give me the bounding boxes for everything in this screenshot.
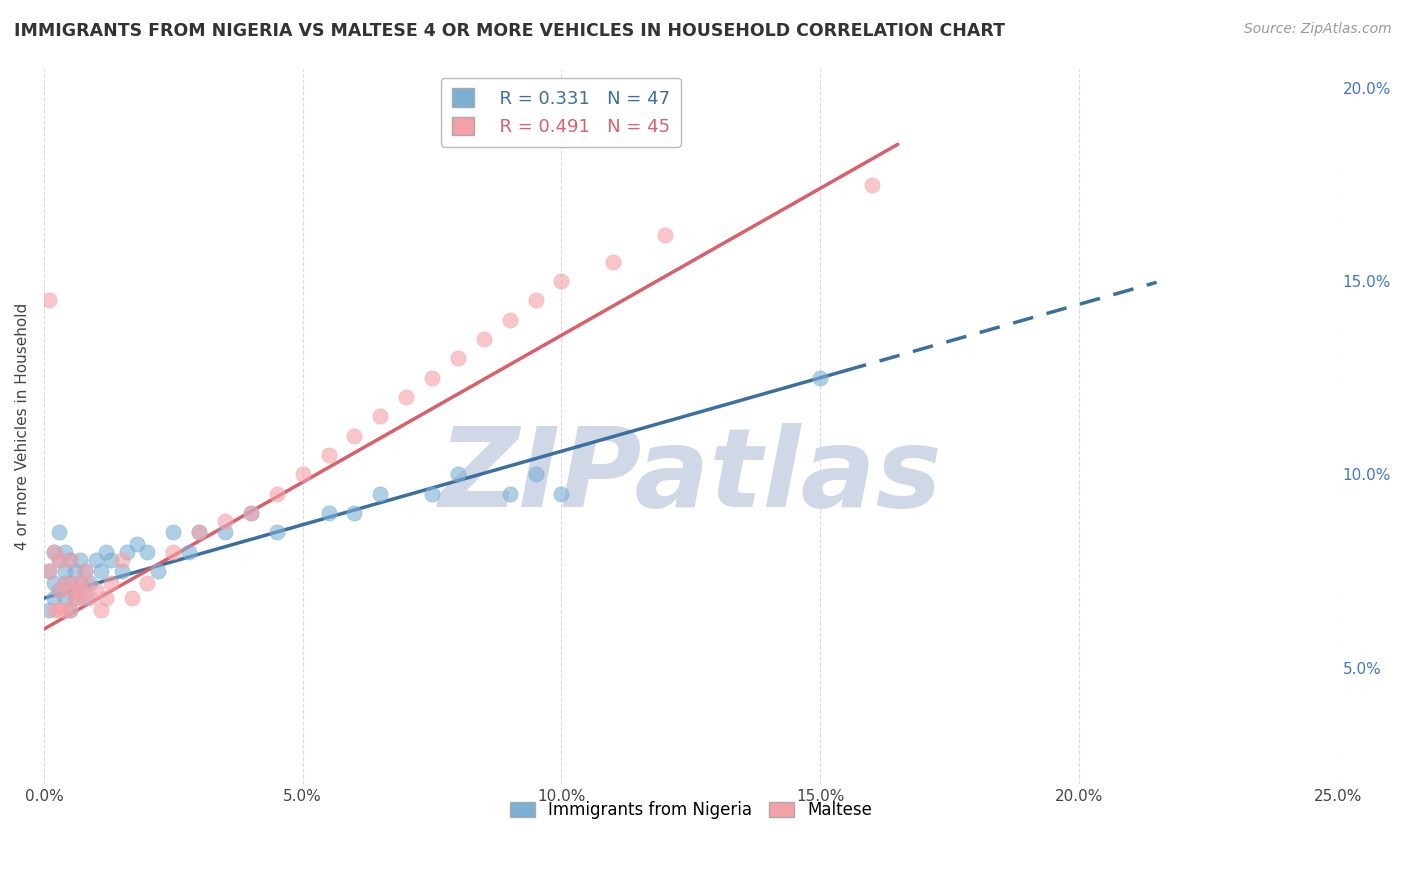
Point <box>343 506 366 520</box>
Text: IMMIGRANTS FROM NIGERIA VS MALTESE 4 OR MORE VEHICLES IN HOUSEHOLD CORRELATION C: IMMIGRANTS FROM NIGERIA VS MALTESE 4 OR … <box>14 22 1005 40</box>
Point <box>84 583 107 598</box>
Point <box>550 487 572 501</box>
Point <box>69 552 91 566</box>
Point <box>602 255 624 269</box>
Point <box>59 603 82 617</box>
Point <box>75 564 97 578</box>
Point <box>75 564 97 578</box>
Point <box>53 591 76 606</box>
Point <box>59 575 82 590</box>
Text: Source: ZipAtlas.com: Source: ZipAtlas.com <box>1244 22 1392 37</box>
Point <box>318 448 340 462</box>
Point <box>69 575 91 590</box>
Point <box>121 591 143 606</box>
Point <box>214 514 236 528</box>
Point <box>79 591 101 606</box>
Point <box>59 552 82 566</box>
Point <box>53 575 76 590</box>
Point <box>654 227 676 242</box>
Point <box>44 575 66 590</box>
Point <box>188 525 211 540</box>
Point <box>53 603 76 617</box>
Point <box>447 351 470 366</box>
Point <box>90 603 112 617</box>
Point <box>53 545 76 559</box>
Point <box>420 487 443 501</box>
Point <box>53 575 76 590</box>
Point <box>499 487 522 501</box>
Point <box>343 429 366 443</box>
Point <box>136 545 159 559</box>
Point <box>162 545 184 559</box>
Point <box>472 332 495 346</box>
Point <box>146 564 169 578</box>
Point <box>100 575 122 590</box>
Point <box>44 545 66 559</box>
Point <box>524 467 547 482</box>
Point <box>79 575 101 590</box>
Point <box>100 552 122 566</box>
Point <box>110 564 132 578</box>
Text: ZIPatlas: ZIPatlas <box>439 423 942 530</box>
Point <box>63 564 86 578</box>
Point <box>90 564 112 578</box>
Point <box>860 178 883 192</box>
Point <box>239 506 262 520</box>
Point <box>69 591 91 606</box>
Point <box>63 575 86 590</box>
Point <box>368 409 391 424</box>
Point <box>550 274 572 288</box>
Point <box>59 583 82 598</box>
Point <box>524 293 547 308</box>
Point <box>214 525 236 540</box>
Point <box>38 603 60 617</box>
Point <box>48 552 70 566</box>
Point <box>63 591 86 606</box>
Point <box>447 467 470 482</box>
Point <box>188 525 211 540</box>
Point <box>44 591 66 606</box>
Point <box>63 583 86 598</box>
Point <box>162 525 184 540</box>
Point <box>48 583 70 598</box>
Point <box>808 371 831 385</box>
Point <box>48 552 70 566</box>
Point <box>63 591 86 606</box>
Point <box>420 371 443 385</box>
Point <box>44 603 66 617</box>
Point <box>266 525 288 540</box>
Point <box>69 583 91 598</box>
Point <box>94 591 117 606</box>
Point <box>115 545 138 559</box>
Point <box>38 293 60 308</box>
Point <box>266 487 288 501</box>
Point <box>136 575 159 590</box>
Point <box>499 313 522 327</box>
Point <box>291 467 314 482</box>
Point <box>368 487 391 501</box>
Point <box>38 564 60 578</box>
Point <box>48 583 70 598</box>
Point <box>44 545 66 559</box>
Point <box>59 552 82 566</box>
Point <box>48 603 70 617</box>
Point <box>318 506 340 520</box>
Point <box>110 552 132 566</box>
Legend: Immigrants from Nigeria, Maltese: Immigrants from Nigeria, Maltese <box>503 794 879 825</box>
Point <box>48 525 70 540</box>
Point <box>395 390 418 404</box>
Point <box>177 545 200 559</box>
Point <box>84 552 107 566</box>
Point <box>75 591 97 606</box>
Point <box>59 603 82 617</box>
Point <box>239 506 262 520</box>
Y-axis label: 4 or more Vehicles in Household: 4 or more Vehicles in Household <box>15 302 30 549</box>
Point <box>125 537 148 551</box>
Point <box>53 564 76 578</box>
Point <box>75 575 97 590</box>
Point <box>38 564 60 578</box>
Point <box>94 545 117 559</box>
